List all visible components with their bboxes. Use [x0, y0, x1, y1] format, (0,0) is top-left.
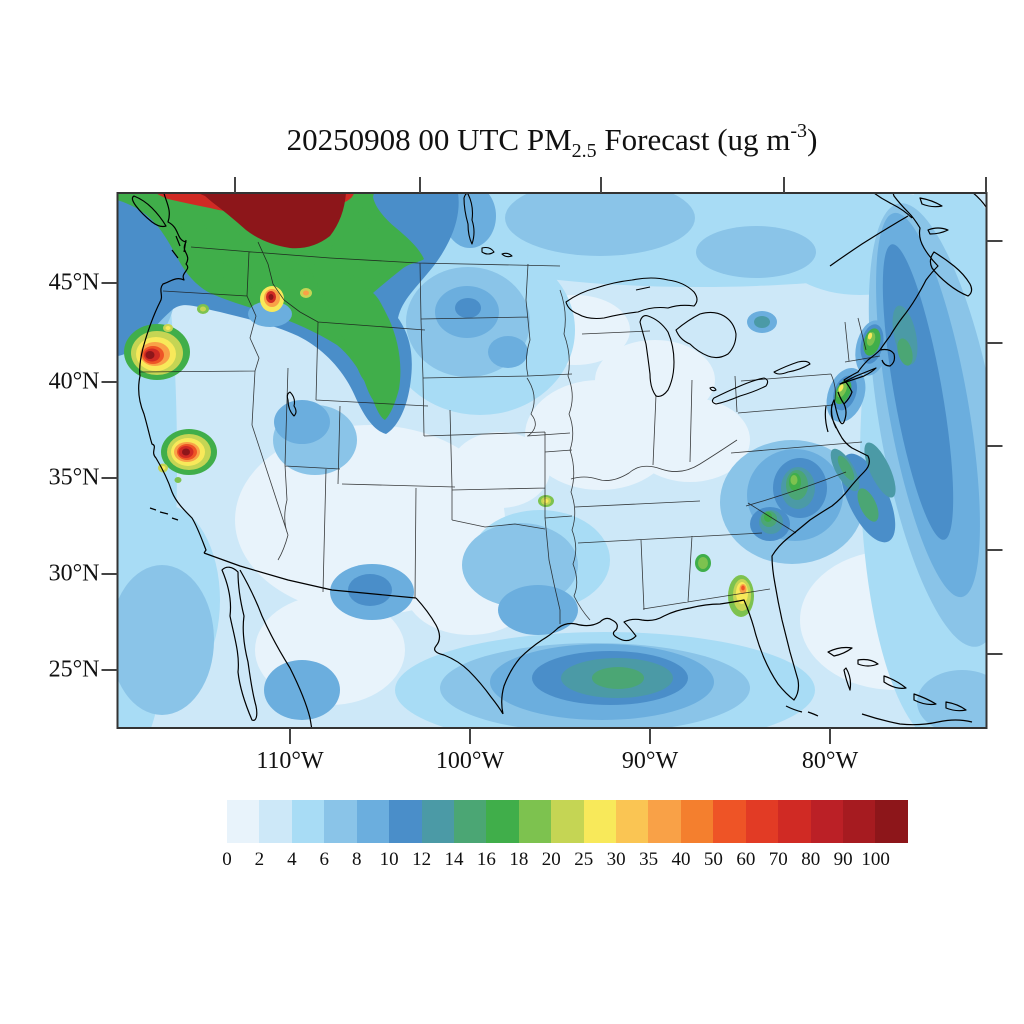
coastline [131, 193, 987, 728]
colorbar-tick-label: 40 [671, 849, 691, 870]
colorbar-tick-label: 30 [606, 849, 626, 870]
colorbar-tick-label: 20 [541, 849, 561, 870]
colorbar-tick-label: 80 [801, 849, 821, 870]
colorbar-tick-label: 4 [287, 849, 297, 870]
colorbar-segment [778, 800, 811, 843]
x-axis-label: 90°W [621, 748, 679, 774]
colorbar-tick-label: 90 [833, 849, 853, 870]
lakes [286, 193, 811, 417]
graticule-ticks [101, 177, 1003, 744]
colorbar-segment [843, 800, 876, 843]
colorbar-segment [486, 800, 519, 843]
chart-title: 20250908 00 UTC PM2.5 Forecast (ug m-3) [286, 120, 818, 162]
y-axis-label: 25°N [48, 656, 100, 683]
colorbar-segment [616, 800, 649, 843]
state-borders [139, 241, 881, 624]
y-axis-label: 30°N [48, 560, 100, 587]
colorbar-tick-label: 25 [574, 849, 594, 870]
colorbar-segment [518, 800, 552, 843]
y-axis-label: 40°N [48, 368, 100, 395]
colorbar-tick-label: 50 [703, 849, 723, 870]
east-coast-urban-hotspots [695, 328, 881, 572]
colorbar-tick-label: 14 [444, 849, 464, 870]
california-hotspot [158, 429, 217, 483]
colorbar-segment [324, 800, 357, 843]
y-axis-label: 35°N [48, 464, 100, 491]
colorbar-tick-label: 16 [476, 849, 496, 870]
kansas-hotspot [538, 495, 554, 507]
x-axis-label: 100°W [435, 748, 505, 774]
florida-georgia-hotspot [728, 575, 754, 617]
colorbar-tick-label: 2 [254, 849, 265, 870]
colorbar-segment [421, 800, 454, 843]
colorbar-segment [291, 800, 325, 843]
colorbar-segment [648, 800, 681, 843]
map-frame [116, 192, 988, 729]
colorbar-segment [356, 800, 390, 843]
concentration-field [117, 193, 987, 728]
colorbar-tick-label: 0 [222, 849, 232, 870]
colorbar-segment [680, 800, 714, 843]
colorbar-segment [810, 800, 844, 843]
colorbar-segment [713, 800, 746, 843]
colorbar-segment [227, 800, 260, 843]
colorbar-tick-label: 35 [639, 849, 659, 870]
colorbar-tick-label: 18 [509, 849, 529, 870]
colorbar-tick-label: 10 [379, 849, 399, 870]
colorbar-tick-label: 100 [861, 849, 890, 870]
colorbar-segment [745, 800, 779, 843]
colorbar-segment [875, 800, 908, 843]
y-axis-label: 45°N [48, 269, 100, 296]
colorbar-tick-label: 70 [768, 849, 788, 870]
colorbar-segment [259, 800, 292, 843]
colorbar [227, 800, 908, 843]
colorbar-segment [551, 800, 584, 843]
x-axis-label: 110°W [256, 748, 324, 774]
title-superscript: -3 [790, 120, 808, 142]
oregon-hotspot [124, 304, 209, 380]
colorbar-tick-label: 8 [351, 849, 362, 870]
colorbar-tick-label: 60 [736, 849, 756, 870]
colorbar-segment [389, 800, 422, 843]
colorbar-segment [453, 800, 487, 843]
title-subscript: 2.5 [571, 140, 597, 162]
x-axis-label: 80°W [801, 748, 859, 774]
colorbar-tick-label: 6 [319, 849, 330, 870]
colorbar-tick-label: 12 [412, 849, 432, 870]
colorbar-segment [583, 800, 617, 843]
idaho-hotspot [260, 286, 312, 312]
